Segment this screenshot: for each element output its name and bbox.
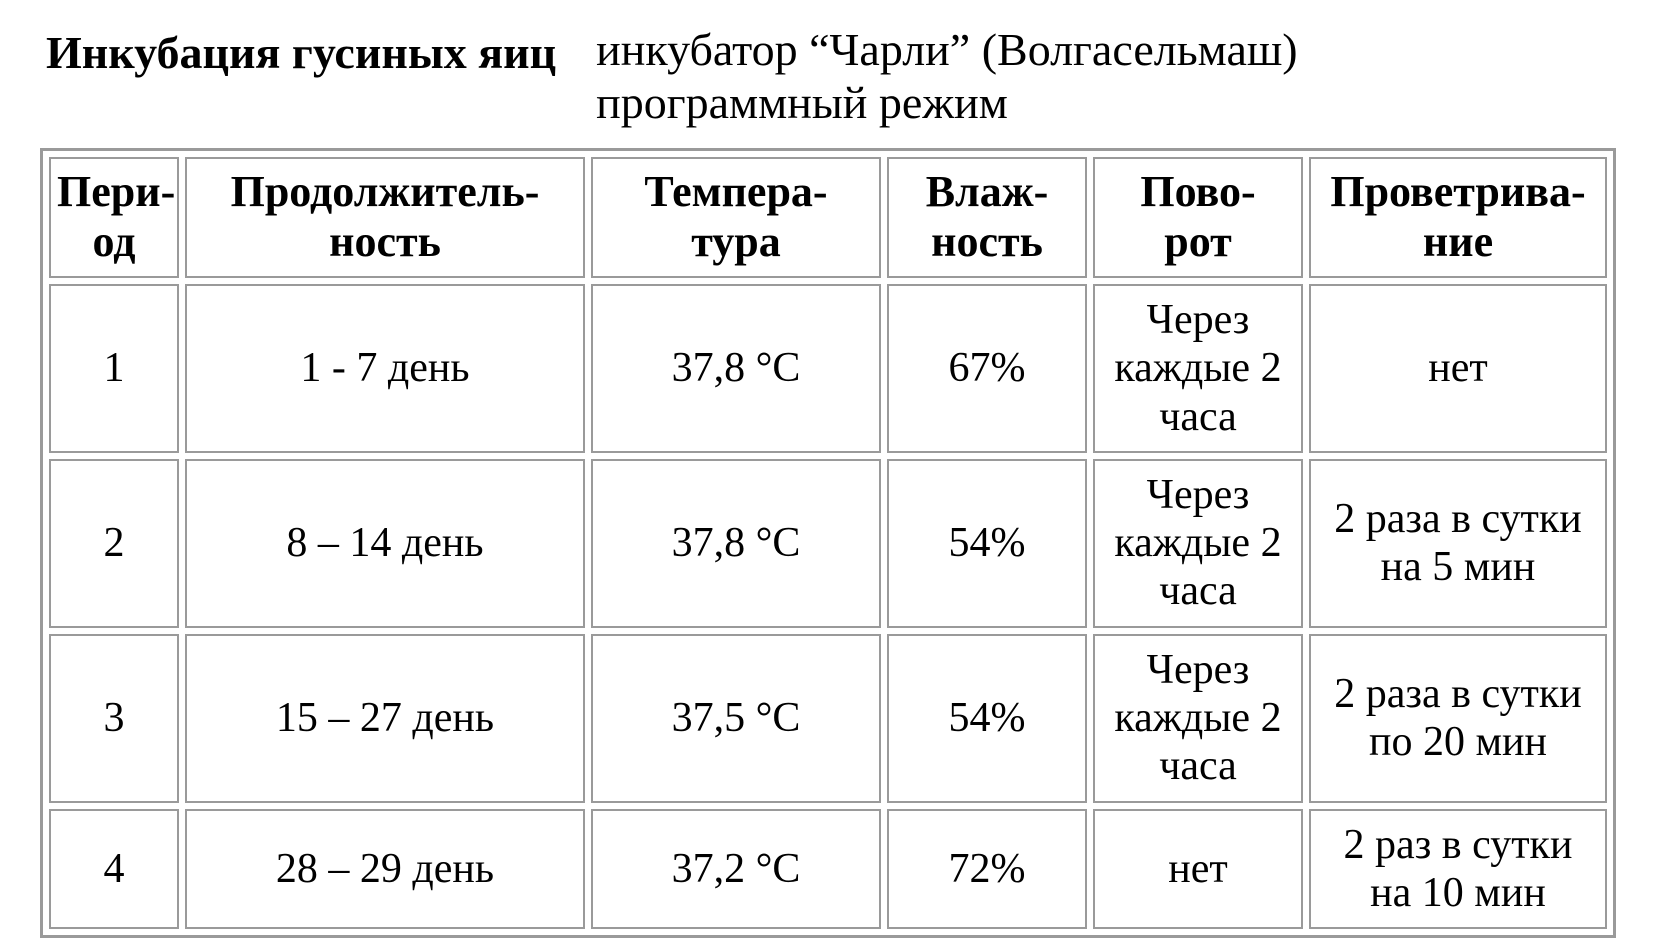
col-header-text: ность	[329, 217, 441, 266]
page-header: Инкубация гусиных яиц инкубатор “Чарли” …	[40, 24, 1616, 130]
col-header-text: ние	[1423, 217, 1493, 266]
cell-duration: 28 – 29 день	[185, 809, 585, 930]
table-row: 1 1 - 7 день 37,8 °C 67% Через каждые 2 …	[49, 284, 1607, 453]
cell-turning: Через каждые 2 часа	[1093, 284, 1303, 453]
cell-humidity: 54%	[887, 634, 1087, 803]
table-row: 2 8 – 14 день 37,8 °C 54% Через каждые 2…	[49, 459, 1607, 628]
cell-period: 4	[49, 809, 179, 930]
col-header-duration: Продолжитель- ность	[185, 157, 585, 278]
cell-turning: Через каждые 2 часа	[1093, 634, 1303, 803]
cell-period: 2	[49, 459, 179, 628]
cell-temperature: 37,2 °C	[591, 809, 881, 930]
col-header-turning: Пово- рот	[1093, 157, 1303, 278]
table-row: 3 15 – 27 день 37,5 °C 54% Через каждые …	[49, 634, 1607, 803]
table-header-row: Пери- од Продолжитель- ность Темпера- ту…	[49, 157, 1607, 278]
cell-humidity: 54%	[887, 459, 1087, 628]
cell-period: 3	[49, 634, 179, 803]
col-header-text: ность	[931, 217, 1043, 266]
cell-ventilation: 2 раз в сутки на 10 мин	[1309, 809, 1607, 930]
cell-turning: Через каждые 2 часа	[1093, 459, 1303, 628]
cell-temperature: 37,8 °C	[591, 284, 881, 453]
cell-duration: 15 – 27 день	[185, 634, 585, 803]
col-header-text: Пово-	[1140, 167, 1255, 216]
cell-ventilation: 2 раза в сутки на 5 мин	[1309, 459, 1607, 628]
page-title: Инкубация гусиных яиц	[46, 24, 556, 79]
col-header-text: Влаж-	[926, 167, 1049, 216]
col-header-text: рот	[1164, 217, 1232, 266]
col-header-temperature: Темпера- тура	[591, 157, 881, 278]
cell-period: 1	[49, 284, 179, 453]
page-subtitle: инкубатор “Чарли” (Волгасельмаш) програм…	[596, 24, 1297, 130]
col-header-humidity: Влаж- ность	[887, 157, 1087, 278]
cell-ventilation: нет	[1309, 284, 1607, 453]
subtitle-line-2: программный режим	[596, 77, 1008, 128]
cell-duration: 1 - 7 день	[185, 284, 585, 453]
col-header-text: Продолжитель-	[231, 167, 540, 216]
col-header-ventilation: Проветрива- ние	[1309, 157, 1607, 278]
cell-turning: нет	[1093, 809, 1303, 930]
col-header-text: Пери-	[57, 167, 175, 216]
cell-humidity: 72%	[887, 809, 1087, 930]
cell-temperature: 37,5 °C	[591, 634, 881, 803]
cell-temperature: 37,8 °C	[591, 459, 881, 628]
col-header-text: Темпера-	[644, 167, 827, 216]
cell-ventilation: 2 раза в сутки по 20 мин	[1309, 634, 1607, 803]
table-row: 4 28 – 29 день 37,2 °C 72% нет 2 раз в с…	[49, 809, 1607, 930]
cell-humidity: 67%	[887, 284, 1087, 453]
col-header-text: од	[93, 217, 136, 266]
incubation-table: Пери- од Продолжитель- ность Темпера- ту…	[40, 148, 1616, 938]
subtitle-line-1: инкубатор “Чарли” (Волгасельмаш)	[596, 24, 1297, 75]
col-header-text: Проветрива-	[1330, 167, 1585, 216]
col-header-period: Пери- од	[49, 157, 179, 278]
col-header-text: тура	[691, 217, 781, 266]
cell-duration: 8 – 14 день	[185, 459, 585, 628]
